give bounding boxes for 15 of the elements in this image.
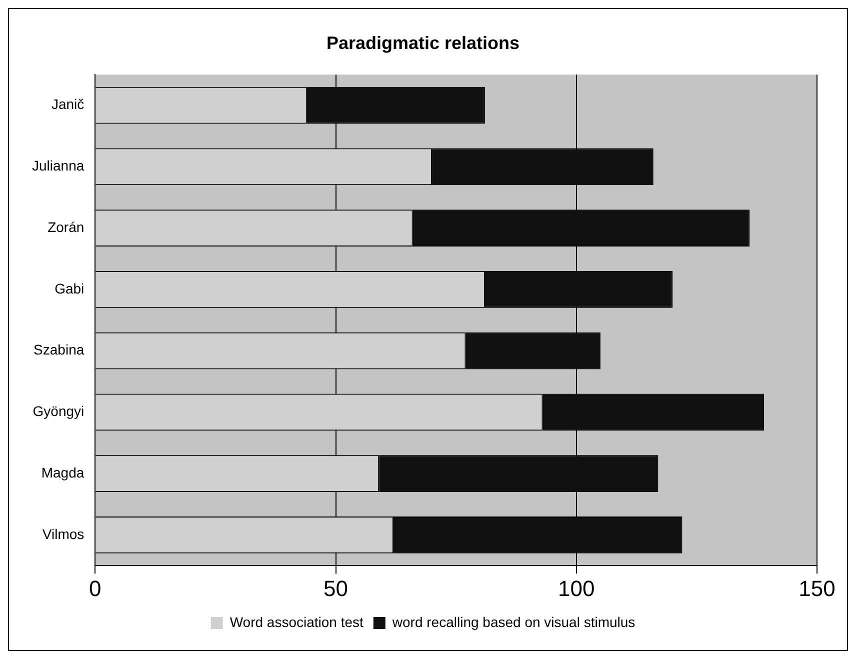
- x-tick-label: 0: [89, 576, 102, 601]
- y-tick-label: Julianna: [32, 158, 84, 174]
- y-tick-label: Zorán: [48, 218, 84, 235]
- chart-title: Paradigmatic relations: [326, 32, 520, 53]
- y-tick-label: Janič: [51, 96, 84, 112]
- y-tick-label: Magda: [41, 464, 84, 480]
- x-tick-label: 100: [558, 576, 595, 601]
- y-tick-label: Vilmos: [42, 526, 84, 542]
- x-tick-label: 150: [798, 576, 836, 601]
- legend-label: Word association test: [230, 614, 364, 630]
- y-tick-label: Gyöngyi: [32, 403, 84, 420]
- legend-label: word recalling based on visual stimulus: [391, 614, 636, 630]
- y-tick-label: Gabi: [54, 280, 84, 296]
- y-tick-label: Szabina: [34, 342, 84, 358]
- x-tick-label: 50: [324, 576, 348, 601]
